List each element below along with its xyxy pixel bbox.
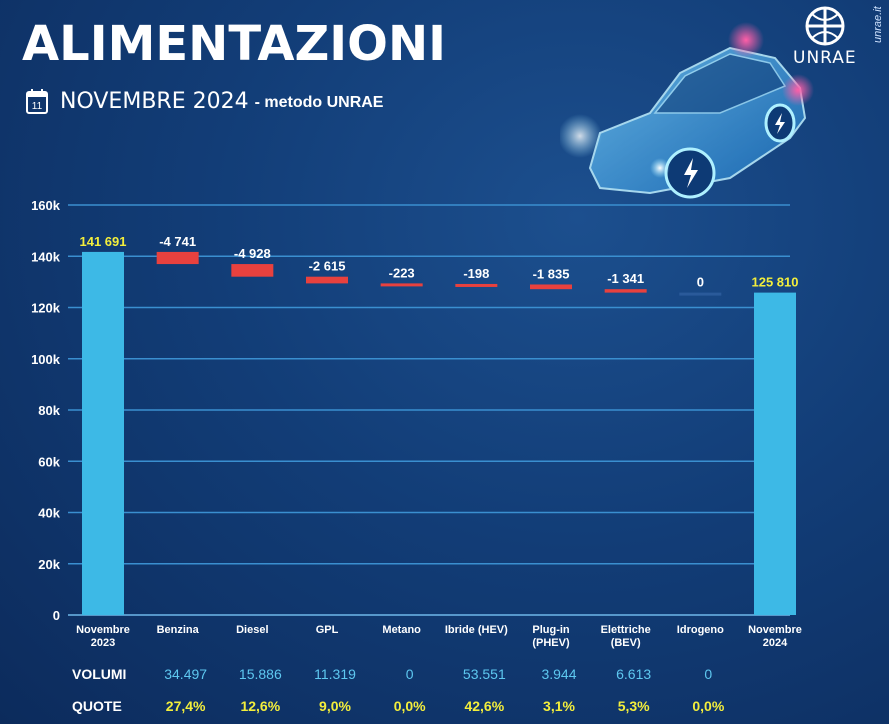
y-tick-label: 140k	[31, 249, 61, 264]
subtitle: 11 NOVEMBRE 2024 - metodo UNRAE	[26, 86, 383, 116]
x-tick-label: Plug-in	[532, 624, 570, 636]
volumi-cell: 0	[704, 666, 713, 682]
delta-bar	[455, 283, 498, 287]
quote-label: QUOTE	[72, 698, 122, 714]
volumi-cell: 34.497	[164, 666, 208, 682]
calendar-day: 11	[32, 101, 43, 112]
x-tick-label: Diesel	[236, 624, 268, 636]
y-tick-label: 100k	[31, 352, 61, 367]
y-tick-label: 60k	[38, 454, 60, 469]
x-tick-label: 2024	[763, 637, 788, 649]
total-bar	[82, 251, 124, 615]
volumi-cell: 15.886	[238, 666, 282, 682]
quote-cell: 9,0%	[319, 698, 351, 714]
volumi-cell: 6.613	[616, 666, 652, 682]
y-tick-label: 80k	[38, 403, 60, 418]
volumi-cell: 3.944	[541, 666, 577, 682]
volumi-label: VOLUMI	[72, 666, 127, 682]
calendar-icon: 11	[26, 89, 48, 114]
x-tick-label: Elettriche	[601, 624, 651, 636]
data-label: -4 928	[234, 246, 271, 261]
x-tick-label: (PHEV)	[532, 637, 570, 649]
quote-cell: 3,1%	[543, 698, 575, 714]
x-tick-label: Idrogeno	[677, 624, 724, 636]
volumi-cell: 0	[405, 666, 414, 682]
quote-cell: 42,6%	[464, 698, 505, 714]
data-label: 141 691	[80, 234, 127, 249]
data-label: 0	[697, 275, 704, 290]
logo-text: UNRAE	[793, 48, 857, 68]
electric-car-illustration	[560, 22, 814, 199]
volumi-cell: 53.551	[462, 666, 506, 682]
quote-cell: 12,6%	[240, 698, 281, 714]
data-label: -4 741	[159, 234, 196, 249]
quote-cell: 5,3%	[617, 698, 650, 714]
month-label: NOVEMBRE 2024	[60, 88, 249, 114]
x-tick-label: 2023	[91, 637, 115, 649]
x-tick-label: Ibride (HEV)	[445, 624, 508, 636]
x-tick-label: Metano	[382, 624, 421, 636]
quote-cell: 0,0%	[692, 698, 725, 714]
data-label: -223	[389, 265, 415, 280]
x-tick-label: GPL	[316, 624, 339, 636]
page-title: ALIMENTAZIONI	[22, 16, 446, 72]
y-tick-label: 160k	[31, 198, 61, 213]
volumi-cell: 11.319	[314, 666, 356, 682]
y-tick-label: 40k	[38, 506, 60, 521]
data-label: -1 835	[533, 266, 570, 281]
site-url: unrae.it	[872, 6, 884, 43]
quote-cell: 0,0%	[393, 698, 426, 714]
delta-bar	[231, 264, 274, 277]
x-tick-label: Novembre	[76, 624, 130, 636]
method-label: - metodo UNRAE	[254, 94, 384, 111]
data-label: -198	[463, 266, 489, 281]
x-tick-label: (BEV)	[611, 637, 641, 649]
delta-bar	[530, 284, 572, 290]
data-label: 125 810	[752, 275, 799, 290]
data-label: -1 341	[607, 271, 644, 286]
waterfall-chart: 160k 140k 120k 100k 80k 60k 40k 20k 0 141 691 Nove…	[31, 198, 802, 649]
unrae-logo-icon	[805, 6, 845, 46]
quote-cell: 27,4%	[165, 698, 206, 714]
delta-bar	[306, 276, 348, 284]
y-tick-label: 120k	[31, 301, 61, 316]
y-tick-label: 20k	[38, 557, 60, 572]
delta-bar	[604, 289, 647, 293]
total-bar	[754, 292, 796, 615]
delta-bar	[380, 283, 423, 287]
delta-bar	[156, 251, 199, 265]
y-tick-label: 0	[53, 608, 60, 623]
x-tick-label: Novembre	[748, 624, 802, 636]
delta-bar	[679, 292, 722, 296]
data-label: -2 615	[309, 259, 346, 274]
x-tick-label: Benzina	[157, 624, 200, 636]
